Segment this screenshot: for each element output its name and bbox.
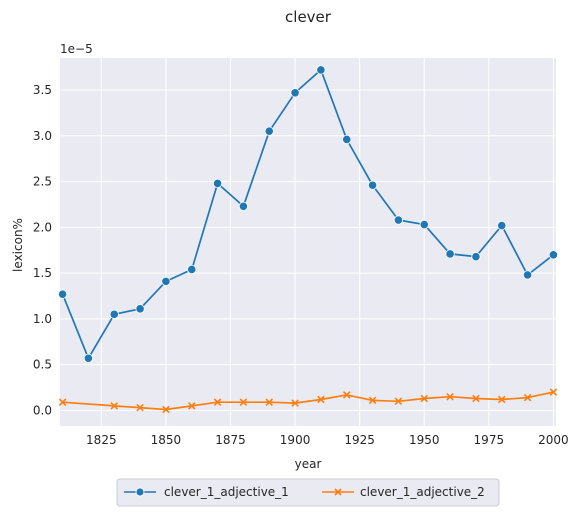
y-tick-label: 1.0 [33,312,52,326]
data-point [523,393,532,402]
x-tick-label: 1825 [86,433,117,447]
data-point [548,250,559,260]
legend-label-series-2: clever_1_adjective_2 [360,485,485,499]
data-point [522,270,533,280]
y-tick-label: 0.0 [33,403,52,417]
legend-entry-series-1: clever_1_adjective_1 [124,485,289,499]
y-axis-label: lexicon% [11,218,25,272]
y-tick-label: 1.5 [33,266,52,280]
data-point [471,252,481,262]
x-tick-label: 1900 [280,433,311,447]
data-point [187,402,196,410]
data-point [420,394,429,403]
y-tick-label: 0.5 [33,358,52,372]
data-point [472,394,480,403]
x-tick-label: 1975 [474,433,505,447]
data-point [393,215,404,225]
data-point [445,249,455,259]
legend-marker-series-2 [334,488,342,496]
data-point [316,65,326,75]
grid-lines [60,58,556,426]
data-point [187,264,197,275]
y-tick-label: 2.5 [33,175,52,189]
data-point [264,126,274,136]
x-tick-label: 1925 [344,433,375,447]
data-point [290,88,300,98]
data-point [419,220,429,230]
data-point [342,391,351,399]
x-tick-label: 1950 [409,433,440,447]
data-point [110,402,119,410]
data-point [58,398,67,406]
data-point [213,398,222,406]
data-point [368,396,377,405]
data-point [394,397,403,406]
data-point [161,276,171,286]
data-point [83,353,94,363]
plot-area [60,58,556,426]
y-axis-ticks: 0.0 0.5 1.0 1.5 2.0 2.5 3.0 3.5 [33,83,52,417]
legend-label-series-1: clever_1_adjective_1 [164,485,289,499]
y-tick-label: 3.5 [33,83,52,97]
y-tick-label: 3.0 [33,129,52,143]
data-point [497,395,506,404]
series-1 [57,65,559,363]
legend: clever_1_adjective_1 clever_1_adjective_… [116,478,500,507]
legend-marker-series-1 [135,487,145,497]
data-point [446,392,454,401]
legend-entry-series-2: clever_1_adjective_2 [322,485,485,499]
x-tick-label: 1875 [215,433,246,447]
data-point [239,398,248,406]
series-layer [57,65,559,414]
data-point [57,289,68,299]
x-axis-label: year [295,457,322,471]
legend-box [116,478,500,507]
data-point [162,405,170,414]
y-tick-label: 2.0 [33,220,52,234]
data-point [238,201,249,211]
data-point [342,134,352,145]
data-point [549,388,558,396]
chart-title: clever [285,8,332,26]
data-point [212,178,223,189]
x-axis-ticks: 1825 1850 1875 1900 1925 1950 1975 2000 [86,433,569,447]
data-point [265,398,274,406]
series-2 [58,388,558,414]
y-axis-scale-label: 1e−5 [60,42,93,56]
data-point [109,309,119,319]
data-point [367,180,378,190]
data-point [136,403,144,412]
x-tick-label: 1850 [151,433,182,447]
data-point [135,304,145,314]
x-tick-label: 2000 [538,433,569,447]
data-point [497,220,507,231]
data-point [291,399,299,407]
data-point [317,395,325,404]
